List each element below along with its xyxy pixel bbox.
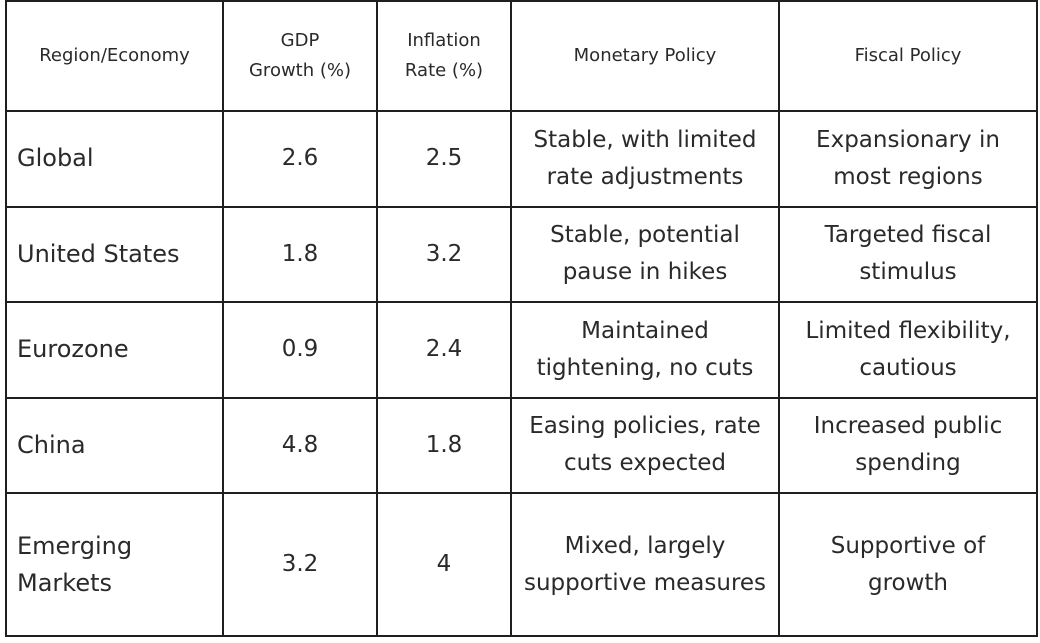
inflation-cell: 2.4 [376,301,512,399]
monetary-cell: Maintained tightening, no cuts [510,301,780,399]
monetary-cell: Easing policies, rate cuts expected [510,396,780,495]
region-cell: Eurozone [5,301,224,399]
monetary-cell: Stable, with limited rate adjustments [510,110,780,208]
inflation-cell: 1.8 [376,396,512,495]
table-row: United States 1.8 3.2 Stable, potential … [5,205,1038,304]
region-cell: China [5,396,224,495]
table-header: Region/Economy GDP Growth (%) Inflation Ra… [5,0,1038,112]
header-gdp-line2: Growth (%) [248,60,352,81]
region-cell: Emerging Markets [5,492,224,637]
fiscal-cell: Expansionary in most regions [778,110,1038,208]
header-gdp-growth: GDP Growth (%) [222,0,378,112]
header-gdp-line1: GDP [280,30,320,51]
header-row: Region/Economy GDP Growth (%) Inflation Ra… [5,0,1038,112]
header-inflation-rate: Inflation Rate (%) [376,0,512,112]
fiscal-cell: Targeted fiscal stimulus [778,205,1038,304]
gdp-cell: 3.2 [222,492,378,637]
inflation-cell: 3.2 [376,205,512,304]
fiscal-cell: Limited flexibility, cautious [778,301,1038,399]
fiscal-cell: Supportive of growth [778,492,1038,637]
monetary-cell: Mixed, largely supportive measures [510,492,780,637]
inflation-cell: 4 [376,492,512,637]
table-row: China 4.8 1.8 Easing policies, rate cuts… [5,396,1038,495]
table-row: Emerging Markets 3.2 4 Mixed, largely su… [5,492,1038,637]
economic-outlook-table: Region/Economy GDP Growth (%) Inflation Ra… [5,0,1038,637]
fiscal-cell: Increased public spending [778,396,1038,495]
gdp-cell: 4.8 [222,396,378,495]
region-cell: United States [5,205,224,304]
gdp-cell: 1.8 [222,205,378,304]
table-body: Global 2.6 2.5 Stable, with limited rate… [5,110,1038,637]
table-row: Eurozone 0.9 2.4 Maintained tightening, … [5,301,1038,399]
header-region: Region/Economy [5,0,224,112]
header-monetary-policy: Monetary Policy [510,0,780,112]
monetary-cell: Stable, potential pause in hikes [510,205,780,304]
header-inflation-line1: Inflation [407,30,481,51]
gdp-cell: 0.9 [222,301,378,399]
gdp-cell: 2.6 [222,110,378,208]
inflation-cell: 2.5 [376,110,512,208]
table-row: Global 2.6 2.5 Stable, with limited rate… [5,110,1038,208]
header-fiscal-policy: Fiscal Policy [778,0,1038,112]
header-inflation-line2: Rate (%) [404,60,484,81]
region-cell: Global [5,110,224,208]
